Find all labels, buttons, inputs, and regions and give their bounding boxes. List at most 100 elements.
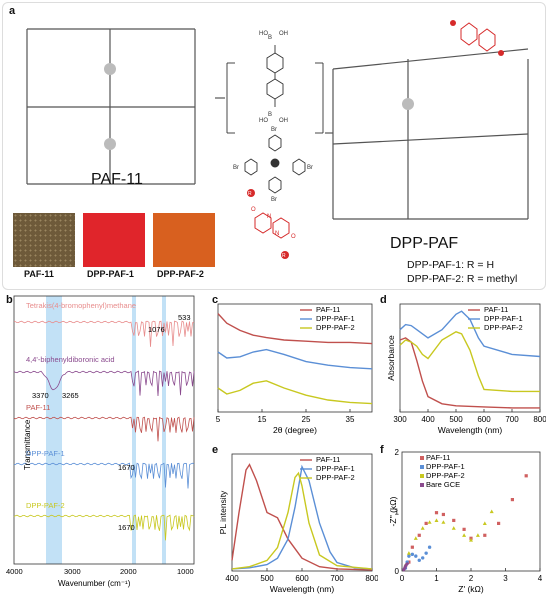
swatch-label-dpp-paf-1: DPP-PAF-1 [87, 269, 134, 279]
x-tick-label: 15 [258, 415, 267, 424]
y-axis-label: PL intensity [218, 490, 228, 534]
y-tick-label: 2 [395, 448, 400, 457]
br-label-4: Br [271, 197, 277, 203]
swatch-dpp-paf-2 [153, 213, 215, 267]
data-point [424, 551, 428, 555]
panel-e-label: e [212, 444, 219, 456]
ftir-trace-3 [13, 462, 195, 489]
y-tick-label: 1 [395, 508, 400, 517]
y-tick-label: 0 [395, 567, 400, 576]
xrd-chart: 5 15 25 35 2θ (degree) PAF-11DPP-PAF-1DPP-PAF… [216, 303, 373, 435]
annot-1670-b: 1670 [118, 523, 135, 532]
x-axis-label: 2θ (degree) [273, 425, 317, 435]
legend-label: DPP-PAF-2 [484, 323, 523, 332]
legend-marker [420, 483, 424, 487]
annot-3265: 3265 [62, 391, 79, 400]
y-axis-label: Absorbance [386, 335, 396, 381]
data-point [483, 533, 487, 537]
trace-label-dpp-paf-1: DPP-PAF-1 [26, 449, 65, 458]
br-label-2: Br [233, 165, 239, 171]
paf-11-framework-structure [26, 28, 196, 185]
data-point [401, 567, 406, 572]
plot-frame [217, 303, 373, 413]
data-point [417, 533, 421, 537]
plot-frame [399, 303, 541, 413]
x-tick-label: 25 [302, 415, 311, 424]
ftir-xtick-4000: 4000 [6, 567, 23, 576]
ftir-plot: Transmittance 4000 3000 2000 1000 Wavenu… [6, 295, 195, 588]
trace-label-biphenyldiboronic: 4,4'-biphenyldiboronic acid [26, 355, 115, 364]
ftir-xtick-3000: 3000 [64, 567, 81, 576]
data-point [413, 536, 418, 540]
x-tick-label: 700 [330, 574, 344, 583]
panel-c: c 5 15 25 35 2θ (degree) PAF-11 DPP-PAF-1 DPP-P… [210, 294, 378, 440]
series-line-DPP-PAF-2 [217, 380, 373, 405]
swatch-dpp-paf-1 [83, 213, 145, 267]
x-axis-label: Z' (kΩ) [458, 584, 484, 594]
boron-label: B [268, 35, 272, 41]
series-line-PAF-11 [399, 337, 540, 409]
data-point [524, 474, 528, 478]
swatch-paf-11 [13, 213, 75, 267]
panel-a-label: a [9, 5, 16, 17]
x-tick-label: 500 [260, 574, 274, 583]
n-label-1: N [267, 214, 271, 220]
r-note-2: DPP-PAF-2: R = methyl [407, 273, 518, 285]
y-axis-label: -Z'' (kΩ) [388, 496, 398, 526]
series-line-PAF-11 [231, 463, 373, 571]
oh-label-1: HO [259, 31, 268, 37]
absorbance-chart: 300 400 500 600 700 800 Wavelength (nm) Absorba… [386, 303, 546, 435]
panel-d: d 300 400 500 600 700 800 Wavelength (nm) Absor… [378, 294, 546, 440]
ftir-trace-4 [13, 514, 195, 541]
data-point [421, 556, 425, 560]
legend-label: DPP-PAF-2 [426, 471, 465, 480]
ftir-trace-2 [13, 416, 195, 442]
legend-label: DPP-PAF-1 [316, 464, 355, 473]
data-point [441, 512, 445, 517]
monomer-scheme: B HO OH B HO OH Br Br Br Br R R O O N N [215, 31, 333, 259]
x-tick-label: 5 [216, 415, 221, 424]
annot-1670-a: 1670 [118, 463, 135, 472]
series-line-DPP-PAF-1 [217, 348, 373, 370]
data-point [434, 511, 439, 515]
data-point [489, 509, 494, 514]
data-point [420, 526, 425, 530]
x-tick-label: 0 [400, 574, 405, 583]
ftir-trace-1 [13, 370, 195, 397]
legend-label: DPP-PAF-1 [426, 462, 465, 471]
data-point [404, 563, 409, 568]
ftir-xtick-2000: 2000 [120, 567, 137, 576]
data-point [462, 533, 467, 537]
o-label-2: O [291, 234, 296, 240]
x-tick-label: 35 [346, 415, 355, 424]
ftir-frame [13, 295, 195, 565]
x-tick-label: 800 [365, 574, 378, 583]
series-line-DPP-PAF-2 [231, 471, 373, 570]
data-point [469, 538, 473, 542]
data-point [407, 560, 411, 564]
data-point [462, 527, 466, 531]
pl-chart: 400 500 600 700 800 Wavelength (nm) PL intensi… [218, 453, 379, 594]
series-line-DPP-PAF-1 [231, 464, 373, 570]
legend-marker [420, 456, 424, 460]
trace-label-paf-11: PAF-11 [26, 403, 50, 412]
x-tick-label: 500 [449, 415, 463, 424]
data-point [424, 521, 428, 525]
series-line-DPP-PAF-1 [399, 310, 541, 358]
legend-label: PAF-11 [484, 305, 508, 314]
panel-c-label: c [212, 294, 219, 306]
trace-label-dpp-paf-2: DPP-PAF-2 [26, 501, 65, 510]
x-tick-label: 400 [225, 574, 239, 583]
swatch-label-dpp-paf-2: DPP-PAF-2 [157, 269, 204, 279]
data-point [406, 551, 411, 555]
ftir-xlabel: Wavenumber (cm⁻¹) [58, 579, 131, 588]
x-axis-label: Wavelength (nm) [438, 425, 503, 435]
annot-1076: 1076 [148, 325, 165, 334]
br-label-3: Br [307, 165, 313, 171]
legend-label: DPP-PAF-2 [316, 473, 355, 482]
data-point [410, 552, 415, 557]
panel-e: e 400 500 600 700 800 Wavelength (nm) PL inten… [210, 444, 379, 599]
data-point [482, 521, 487, 525]
x-tick-label: 4 [538, 574, 543, 583]
data-point [434, 518, 439, 523]
